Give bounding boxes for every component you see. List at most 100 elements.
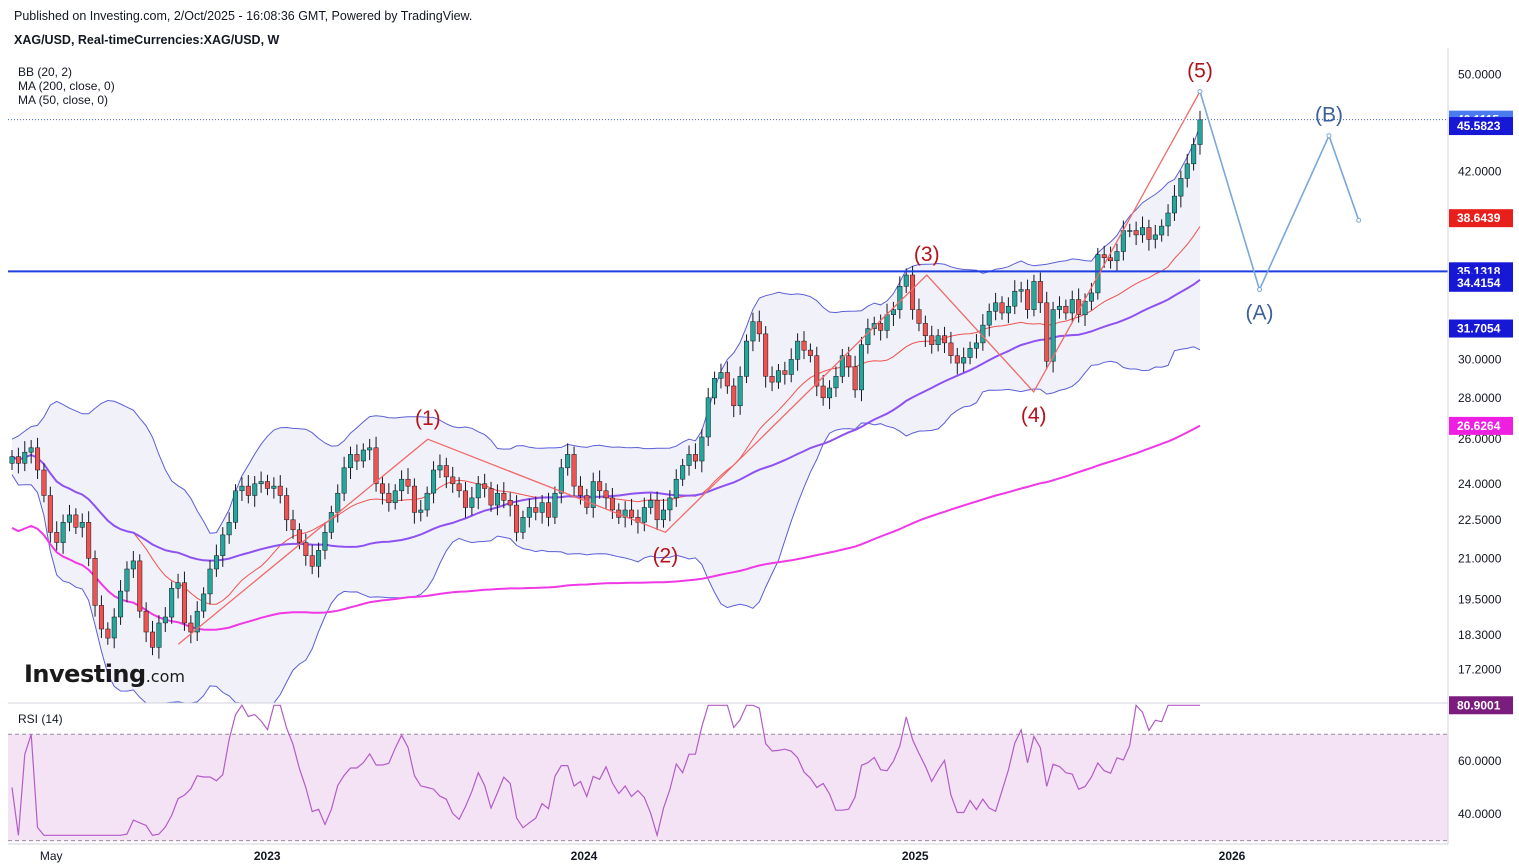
price-badge-label: 38.6439 <box>1457 211 1501 225</box>
candle-body <box>858 344 864 391</box>
time-tick-label: 2026 <box>1219 849 1246 863</box>
candle-body <box>213 555 219 570</box>
candle-body <box>239 485 245 492</box>
candle-body <box>718 372 724 379</box>
indicator-bb-label[interactable]: BB (20, 2) <box>18 65 73 79</box>
indicator-ma50-label[interactable]: MA (50, close, 0) <box>18 93 109 107</box>
candle-body <box>839 355 845 377</box>
candle-body <box>1025 289 1031 310</box>
candle-body <box>303 542 309 556</box>
projection-line <box>1199 91 1360 292</box>
candle-body <box>456 483 462 492</box>
rsi-badge-label: 80.9001 <box>1457 698 1501 712</box>
candle-body <box>699 436 705 462</box>
candle-body <box>41 469 47 496</box>
price-badge-label: 26.6264 <box>1457 419 1501 433</box>
candle-body <box>1012 290 1018 307</box>
candle-body <box>935 335 941 345</box>
candle-body <box>999 302 1005 314</box>
candle-body <box>181 582 187 624</box>
candle-body <box>488 488 494 506</box>
candle-body <box>399 478 405 492</box>
candle-body <box>954 355 960 364</box>
candle-body <box>1178 178 1184 197</box>
candle-body <box>692 454 698 462</box>
candle-body <box>961 357 967 364</box>
candle-body <box>47 495 53 533</box>
candle-body <box>79 522 85 528</box>
candle-body <box>629 509 635 518</box>
candle-body <box>514 504 520 533</box>
candle-body <box>993 302 999 312</box>
candle-body <box>373 447 379 485</box>
candle-body <box>712 378 718 399</box>
candle-body <box>590 481 596 508</box>
candle-body <box>1127 230 1133 232</box>
price-tick-label: 21.0000 <box>1458 551 1502 565</box>
candle-body <box>379 483 385 494</box>
time-tick-label: 2023 <box>254 849 281 863</box>
wave-label-1: (1) <box>415 407 441 430</box>
candle-body <box>750 321 756 342</box>
price-badge-bg <box>1449 273 1513 292</box>
candle-body <box>1095 254 1101 294</box>
candle-body <box>744 340 750 377</box>
candle-body <box>309 555 315 567</box>
time-tick-label: 2024 <box>571 849 598 863</box>
candle-body <box>884 314 890 331</box>
candle-body <box>411 485 417 513</box>
candle-body <box>1069 299 1075 314</box>
candle-body <box>673 478 679 499</box>
candle-body <box>769 376 775 383</box>
candle-body <box>1050 309 1056 362</box>
candle-body <box>571 454 577 487</box>
candles-group[interactable] <box>9 110 1203 659</box>
candle-body <box>66 514 72 523</box>
candle-body <box>967 348 973 358</box>
candle-body <box>846 355 852 368</box>
candle-body <box>827 387 833 399</box>
candle-body <box>1108 257 1114 262</box>
candle-body <box>641 507 647 523</box>
candle-body <box>533 507 539 513</box>
candle-body <box>763 333 769 377</box>
candle-body <box>680 465 686 480</box>
logo-main: Investing <box>24 660 146 688</box>
candle-body <box>565 454 571 469</box>
candle-body <box>1171 195 1177 214</box>
price-tick-label: 19.5000 <box>1458 593 1502 607</box>
price-tick-label: 50.0000 <box>1458 67 1502 81</box>
candle-body <box>143 610 149 633</box>
candle-body <box>437 465 443 471</box>
candle-body <box>660 509 666 521</box>
candle-body <box>201 593 207 612</box>
candle-body <box>92 558 98 606</box>
candle-body <box>137 560 143 612</box>
indicator-rsi-label[interactable]: RSI (14) <box>18 712 63 726</box>
candle-body <box>795 340 801 360</box>
candle-body <box>929 335 935 345</box>
candle-body <box>1056 305 1062 310</box>
rsi-group: 40.0000 60.0000 80.9001 <box>8 696 1513 842</box>
candle-body <box>775 370 781 383</box>
rsi-band <box>8 734 1448 841</box>
candle-body <box>220 534 226 556</box>
candle-body <box>194 610 200 633</box>
candle-body <box>367 447 373 451</box>
price-badge-bg <box>1449 117 1513 136</box>
candle-body <box>130 560 136 570</box>
logo-suffix: .com <box>145 667 185 686</box>
candle-body <box>788 359 794 375</box>
indicator-ma200-label[interactable]: MA (200, close, 0) <box>18 79 115 93</box>
candle-body <box>462 490 468 508</box>
candle-body <box>814 355 820 387</box>
symbol-line: XAG/USD, Real-timeCurrencies:XAG/USD, W <box>14 33 280 47</box>
candle-body <box>475 483 481 499</box>
candle-body <box>1140 227 1146 236</box>
candle-body <box>290 519 296 531</box>
rsi-tick-label: 60.0000 <box>1458 754 1502 768</box>
candle-body <box>737 376 743 407</box>
candle-body <box>801 340 807 351</box>
candle-body <box>28 447 34 453</box>
